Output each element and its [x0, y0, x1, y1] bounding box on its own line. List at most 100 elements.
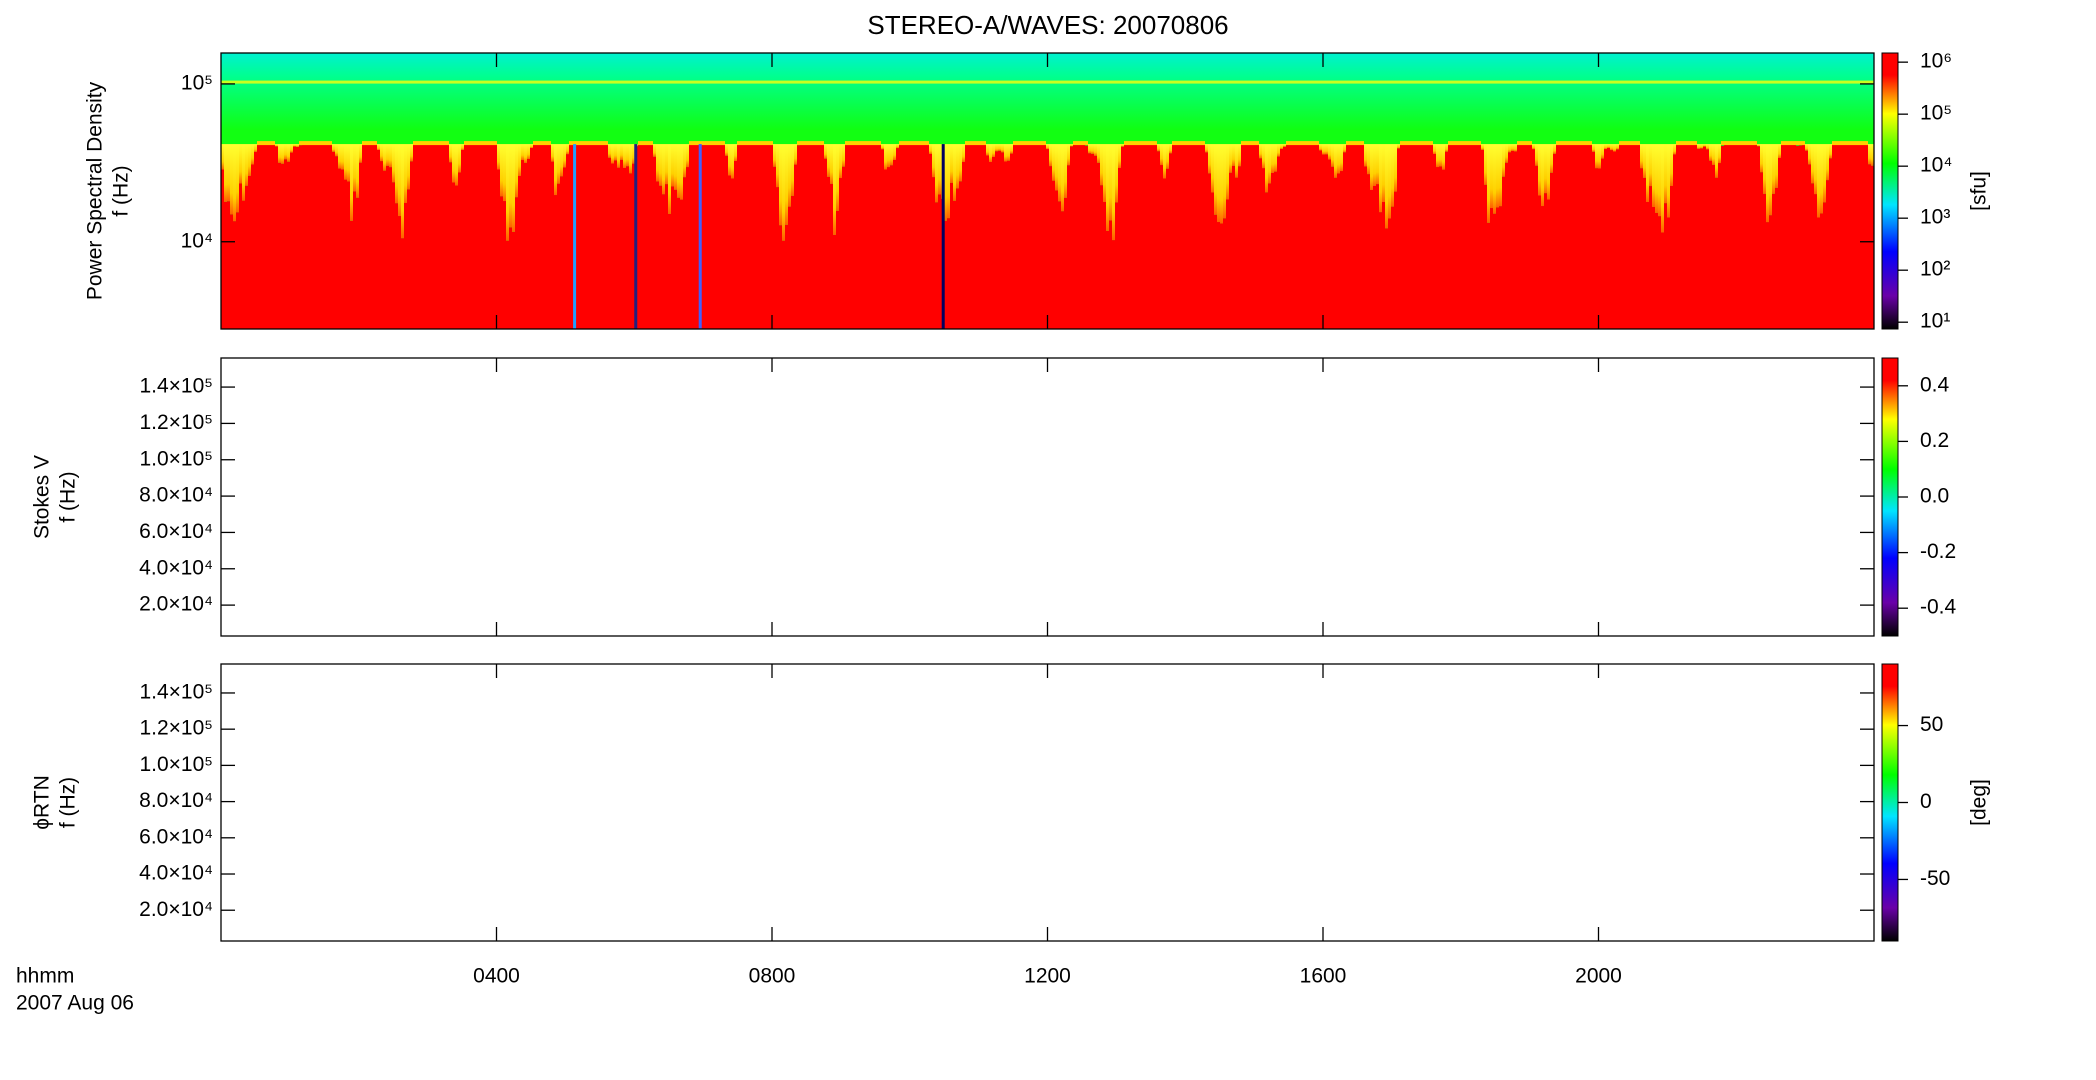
spectrogram-cell [1037, 144, 1040, 329]
spectrogram-cell [533, 144, 536, 329]
spectrogram-cell [1004, 161, 1007, 329]
spectrogram-cell [539, 144, 542, 329]
spectrogram-cell [239, 144, 242, 184]
spectrogram-cell [401, 238, 404, 329]
spectrogram-cell [590, 144, 593, 329]
spectrogram-cell [1376, 144, 1379, 185]
spectrogram-cell [608, 144, 611, 158]
spectrogram-cell [710, 141, 713, 146]
spectrogram-cell [1805, 150, 1808, 329]
spectrogram-cell [425, 144, 428, 329]
spectrogram-cell [1052, 144, 1055, 181]
spectrogram-cell [1034, 144, 1037, 329]
spectrogram-cell [767, 144, 770, 329]
spectrogram-cell [1028, 144, 1031, 329]
spectrogram-cell [608, 157, 611, 329]
y-tick-label: 1.4×10⁵ [139, 681, 213, 704]
spectrogram-cell [1742, 141, 1745, 146]
spectrogram-cell [1097, 162, 1100, 329]
spectrogram-cell [428, 141, 431, 146]
spectrogram-cell [1103, 201, 1106, 329]
chart-title: STEREO-A/WAVES: 20070806 [867, 10, 1228, 40]
colorbar-tick-label: 0.0 [1920, 485, 1949, 508]
spectrogram-cell [1595, 144, 1598, 169]
spectrogram-cell [659, 185, 662, 329]
spectrogram-cell [995, 144, 998, 152]
spectrogram-cell [383, 144, 386, 171]
spectrogram-cell [1157, 144, 1160, 152]
y-axis-label: f (Hz) [110, 165, 133, 216]
spectrogram-cell [1406, 141, 1409, 146]
spectrogram-cell [467, 144, 470, 329]
spectrogram-cell [1238, 166, 1241, 329]
spectrogram-cell [803, 144, 806, 329]
spectrogram-cell [1865, 141, 1868, 146]
spectrogram-cell [1817, 217, 1820, 329]
spectrogram-cell [1016, 144, 1019, 329]
spectrogram-cell [938, 194, 941, 329]
spectrogram-cell [389, 144, 392, 168]
y-tick-label: 1.2×10⁵ [139, 411, 213, 434]
spectrogram-cell [1184, 141, 1187, 146]
spectrogram-cell [752, 144, 755, 329]
spectrogram-cell [968, 144, 971, 329]
spectrogram-cell [284, 144, 287, 160]
spectrogram-cell [695, 141, 698, 146]
spectrogram-cell [1010, 144, 1013, 154]
spectrogram-cell [1220, 223, 1223, 329]
spectrogram-cell [626, 166, 629, 329]
spectrogram-cell [1328, 159, 1331, 329]
spectrogram-cell [563, 167, 566, 329]
plot-frame [220, 663, 1875, 942]
spectrogram-cell [953, 144, 956, 201]
spectrogram-cell [1058, 201, 1061, 329]
spectrogram-cell [1229, 144, 1232, 173]
spectrogram-cell [1409, 141, 1412, 146]
spectrogram-cell [725, 144, 728, 156]
spectrogram-cell [1286, 141, 1289, 146]
spectrogram-cell [1181, 141, 1184, 146]
spectrogram-cell [1613, 144, 1616, 152]
spectrogram-cell [1271, 144, 1274, 173]
spectrogram-cell [1259, 158, 1262, 329]
spectrogram-cell [1385, 144, 1388, 229]
spectrogram-cell [1742, 144, 1745, 329]
spectrogram-cell [440, 141, 443, 146]
spectrogram-cell [407, 189, 410, 329]
spectrogram-cell [1517, 144, 1520, 329]
spectrogram-cell [1313, 144, 1316, 329]
spectrogram-cell [389, 167, 392, 329]
spectrogram-cell [1808, 164, 1811, 329]
spectrogram-cell [785, 144, 788, 225]
spectrogram-cell [902, 144, 905, 329]
spectrogram-cell [305, 144, 308, 329]
spectrogram-cell [296, 146, 299, 329]
spectrogram-cell [1013, 144, 1016, 329]
spectrogram-cell [611, 163, 614, 329]
spectrogram-cell [1346, 144, 1349, 329]
spectrogram-cell [1349, 144, 1352, 329]
spectrogram-cell [623, 144, 626, 168]
spectrogram-cell [803, 141, 806, 146]
spectrogram-cell [479, 144, 482, 329]
spectrogram-cell [1856, 141, 1859, 146]
spectrogram-cell [1232, 165, 1235, 329]
spectrogram-cell [1190, 141, 1193, 146]
colorbar [1881, 357, 1899, 637]
spectrogram-cell [743, 141, 746, 146]
spectrogram-cell [380, 144, 383, 162]
spectrogram-cell [1520, 141, 1523, 146]
spectrogram-cell [1262, 168, 1265, 329]
spectrogram-cell [1538, 195, 1541, 329]
colorbar [1881, 52, 1899, 330]
spectrogram-cell [1433, 153, 1436, 329]
spectrogram-cell [1730, 141, 1733, 146]
spectrogram-cell [1271, 172, 1274, 329]
spectrogram-cell [1472, 141, 1475, 146]
spectrogram-cell [1634, 144, 1637, 329]
spectrogram-cell [872, 144, 875, 329]
spectrogram-cell [1103, 144, 1106, 202]
spectrogram-cell [476, 141, 479, 146]
spectrogram-cell [1040, 144, 1043, 329]
spectrogram-cell [263, 141, 266, 146]
